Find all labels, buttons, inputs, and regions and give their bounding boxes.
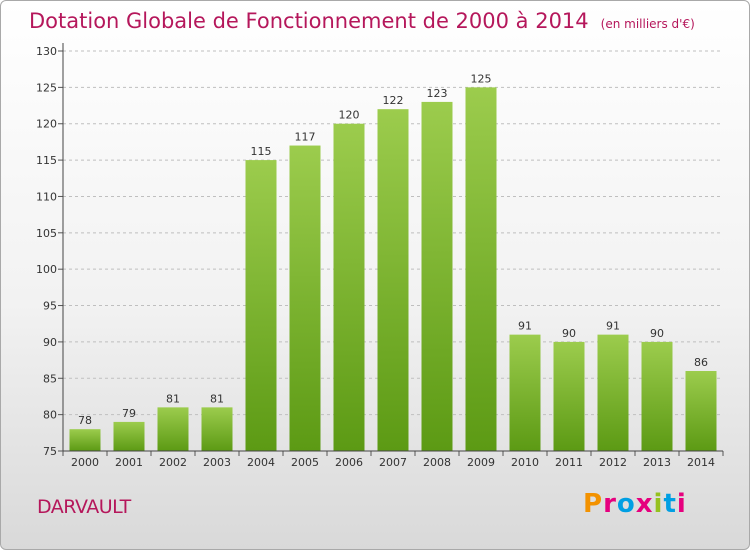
y-tick-label: 105 xyxy=(36,227,57,240)
x-tick-label: 2000 xyxy=(71,456,99,469)
brand-letter: i xyxy=(676,489,687,519)
bar xyxy=(685,371,717,451)
bar xyxy=(289,145,321,451)
y-tick-label: 130 xyxy=(36,45,57,58)
x-tick-label: 2014 xyxy=(687,456,715,469)
bar xyxy=(421,101,453,451)
brand-letter: r xyxy=(603,489,617,519)
x-tick-label: 2012 xyxy=(599,456,627,469)
chart-subtitle: (en milliers d'€) xyxy=(600,17,695,31)
bar xyxy=(333,123,365,452)
x-tick-label: 2007 xyxy=(379,456,407,469)
bar xyxy=(201,407,233,451)
bar xyxy=(553,341,585,451)
y-tick-label: 125 xyxy=(36,81,57,94)
y-tick-label: 120 xyxy=(36,118,57,131)
y-tick-label: 80 xyxy=(43,409,57,422)
bar-value-label: 91 xyxy=(606,320,620,333)
brand-letter: o xyxy=(616,489,636,519)
bar xyxy=(377,109,409,451)
x-axis-ticks: 2000 2001 2002 2003 2004 2005 2006 2007 2008 2009… xyxy=(62,451,724,469)
x-tick-label: 2005 xyxy=(291,456,319,469)
brand-letter: i xyxy=(653,489,664,519)
bar-value-label: 115 xyxy=(251,145,272,158)
bar-value-label: 122 xyxy=(383,94,404,107)
bar-value-label: 120 xyxy=(339,109,360,122)
y-tick-label: 90 xyxy=(43,336,57,349)
y-axis-ticks: 75 80 85 90 95 100 105 110 115 120 125 130 xyxy=(36,45,63,458)
bar xyxy=(113,421,145,451)
y-tick-label: 85 xyxy=(43,372,57,385)
brand-letter: x xyxy=(635,489,654,519)
brand-letter: P xyxy=(583,489,604,519)
bar-value-label: 123 xyxy=(427,87,448,100)
y-tick-label: 110 xyxy=(36,190,57,203)
bar-value-label: 86 xyxy=(694,356,708,369)
bar xyxy=(157,407,189,451)
bar-value-label: 90 xyxy=(562,327,576,340)
bar-value-label: 78 xyxy=(78,414,92,427)
x-tick-label: 2010 xyxy=(511,456,539,469)
x-tick-label: 2011 xyxy=(555,456,583,469)
brand-logo: Proxiti xyxy=(583,489,687,519)
x-tick-label: 2006 xyxy=(335,456,363,469)
bar xyxy=(245,160,277,451)
x-tick-label: 2001 xyxy=(115,456,143,469)
x-tick-label: 2008 xyxy=(423,456,451,469)
y-tick-label: 100 xyxy=(36,263,57,276)
x-tick-label: 2009 xyxy=(467,456,495,469)
axes xyxy=(62,43,723,452)
entity-name: DARVAULT xyxy=(37,496,131,518)
chart-title: Dotation Globale de Fonctionnement de 20… xyxy=(29,9,695,33)
x-tick-label: 2013 xyxy=(643,456,671,469)
bar xyxy=(465,87,497,451)
x-tick-label: 2004 xyxy=(247,456,275,469)
x-tick-label: 2003 xyxy=(203,456,231,469)
bar xyxy=(597,334,629,451)
bar-value-label: 117 xyxy=(295,131,316,144)
bar-value-label: 81 xyxy=(166,392,180,405)
bars xyxy=(69,87,717,452)
bar-value-label: 81 xyxy=(210,392,224,405)
bar xyxy=(69,429,101,451)
brand-letter: t xyxy=(663,489,677,519)
y-tick-label: 115 xyxy=(36,154,57,167)
y-tick-label: 95 xyxy=(43,300,57,313)
x-tick-label: 2002 xyxy=(159,456,187,469)
bar-value-label: 125 xyxy=(471,72,492,85)
title-text: Dotation Globale de Fonctionnement de 20… xyxy=(29,9,589,33)
bar-value-label: 79 xyxy=(122,407,136,420)
bar xyxy=(641,341,673,451)
y-tick-label: 75 xyxy=(43,445,57,458)
bar-value-label: 91 xyxy=(518,320,532,333)
bar-value-label: 90 xyxy=(650,327,664,340)
bar-labels: 78 79 81 81 115 117 120 122 123 125 91 90 91 90 86 xyxy=(78,72,708,427)
bar xyxy=(509,334,541,451)
